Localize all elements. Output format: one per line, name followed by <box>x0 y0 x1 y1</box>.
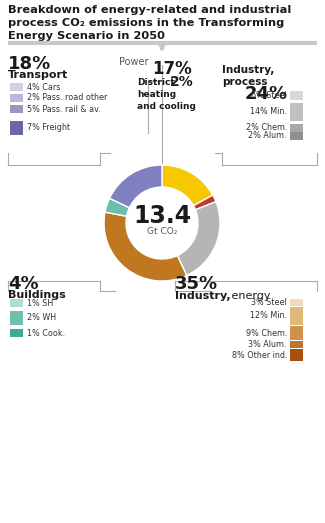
Bar <box>290 349 303 361</box>
Text: District
heating
and cooling: District heating and cooling <box>137 78 196 110</box>
Text: 13.4: 13.4 <box>133 204 191 228</box>
Wedge shape <box>177 202 220 276</box>
Text: 2% Chem.: 2% Chem. <box>245 123 287 132</box>
Bar <box>290 132 303 140</box>
Text: Energy Scenario in 2050: Energy Scenario in 2050 <box>8 31 165 41</box>
Text: Industry,
process: Industry, process <box>222 65 274 87</box>
Text: process CO₂ emissions in the Transforming: process CO₂ emissions in the Transformin… <box>8 18 284 28</box>
Text: 2% Pass. road other: 2% Pass. road other <box>27 94 107 103</box>
Bar <box>10 94 23 102</box>
Text: 24%: 24% <box>245 85 288 103</box>
Text: Industry,: Industry, <box>175 291 231 301</box>
Bar <box>290 341 303 348</box>
Text: 2%: 2% <box>170 75 194 89</box>
Bar <box>10 311 23 325</box>
Text: 14% Min.: 14% Min. <box>250 108 287 117</box>
Wedge shape <box>104 212 187 281</box>
Bar <box>10 83 23 91</box>
Text: Transport: Transport <box>8 70 68 80</box>
Wedge shape <box>194 195 216 210</box>
Text: 6% Steel: 6% Steel <box>251 91 287 100</box>
Text: 17%: 17% <box>152 60 192 78</box>
Bar <box>290 299 303 306</box>
Text: Power: Power <box>119 57 152 67</box>
Text: 18%: 18% <box>8 55 51 73</box>
Bar <box>290 124 303 132</box>
Bar <box>290 326 303 340</box>
Text: 9% Chem.: 9% Chem. <box>245 328 287 337</box>
Bar <box>290 103 303 121</box>
Text: 12% Min.: 12% Min. <box>250 312 287 321</box>
Wedge shape <box>162 165 213 206</box>
Text: 1% Cook.: 1% Cook. <box>27 328 65 337</box>
Text: 2% WH: 2% WH <box>27 313 56 323</box>
Text: Gt CO₂: Gt CO₂ <box>147 228 177 236</box>
Text: 4% Cars: 4% Cars <box>27 83 60 92</box>
Text: 7% Freight: 7% Freight <box>27 123 70 132</box>
Bar <box>10 121 23 135</box>
Bar <box>290 307 303 325</box>
Text: 8% Other ind.: 8% Other ind. <box>231 350 287 359</box>
Wedge shape <box>105 198 129 216</box>
Bar <box>290 91 303 100</box>
Bar <box>10 105 23 113</box>
Bar <box>10 329 23 337</box>
Text: 3% Steel: 3% Steel <box>251 298 287 307</box>
Text: 1% SH: 1% SH <box>27 299 53 308</box>
Text: 35%: 35% <box>175 275 218 293</box>
Text: energy: energy <box>228 291 270 301</box>
Text: 3% Alum.: 3% Alum. <box>249 340 287 349</box>
Text: 2% Alum.: 2% Alum. <box>248 131 287 141</box>
Text: Buildings: Buildings <box>8 290 66 300</box>
Wedge shape <box>110 165 162 208</box>
Text: 5% Pass. rail & av.: 5% Pass. rail & av. <box>27 105 101 113</box>
Text: 4%: 4% <box>8 275 39 293</box>
Bar <box>10 299 23 307</box>
Text: Breakdown of energy-related and industrial: Breakdown of energy-related and industri… <box>8 5 292 15</box>
